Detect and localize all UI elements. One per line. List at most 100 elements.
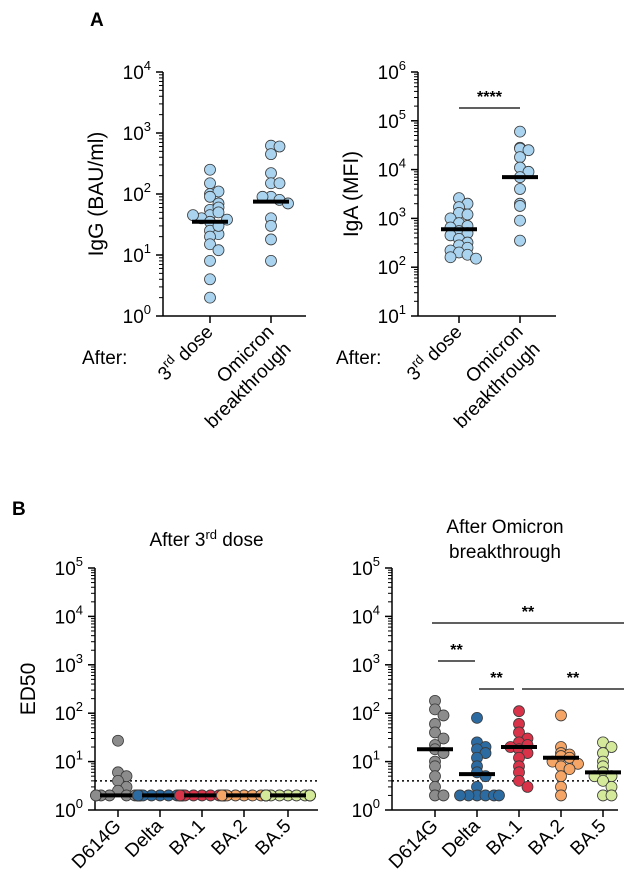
data-point [265,255,277,267]
chart-ed50-omicron: 100 101 102 103 104 105 After Omicron breakthro… [352,517,624,873]
x-category-label: Delta [121,815,168,862]
data-point [212,185,225,198]
y-tick-label: 103 [123,119,151,145]
y-tick-label: 103 [352,651,380,677]
data-point [304,789,316,802]
data-point [514,151,526,164]
y-tick-label: 101 [378,302,406,328]
data-point [90,789,102,802]
data-point [429,703,441,716]
y-tick-label: 101 [123,241,151,267]
chart-ed50-dose3: 100 101 102 103 104 105 ED50 After 3rd dose D614… [17,527,318,873]
data-point [521,781,534,793]
y-tick-label: 104 [378,156,406,182]
y-tick-label: 105 [378,107,406,133]
data-point [273,177,286,190]
y-tick-label: 102 [378,253,406,279]
data-point [265,233,277,246]
data-point [522,144,535,157]
data-point [204,190,216,203]
y-axis-title: ED50 [17,663,40,716]
data-point [555,789,567,802]
data-point [493,789,505,802]
data-point [514,234,526,247]
data-point [260,789,272,802]
data-point [454,789,466,802]
after-label-iga: After: [336,348,381,369]
x-category-label: 3rd dose [151,319,217,385]
data-point [265,167,277,180]
x-category-label: BA.5 [567,816,611,860]
y-tick-label: 100 [55,796,83,822]
y-tick-label: 106 [378,58,406,84]
data-point [444,251,457,264]
data-point [429,760,441,773]
x-category-label: BA.5 [252,816,296,860]
data-point [216,789,228,802]
data-point [555,770,567,783]
x-category-label: BA.2 [525,816,569,860]
y-tick-label: 102 [352,699,380,725]
x-category-label: BA.2 [208,816,252,860]
data-point [470,252,482,265]
data-point [605,789,618,802]
x-category-label: BA.1 [483,816,527,860]
y-tick-label: 101 [55,748,83,774]
y-tick-label: 104 [123,58,151,84]
y-tick-label: 104 [352,602,380,628]
y-tick-label: 102 [123,180,151,206]
y-tick-label: 104 [55,602,83,628]
data-point [204,177,216,190]
y-tick-label: 105 [352,554,380,580]
data-point [563,763,576,775]
data-point [514,200,526,212]
significance-label: ** [450,642,463,659]
x-category-label: 3rd dose [400,319,466,385]
significance-label: ** [567,670,580,687]
significance-label: ** [522,604,535,621]
data-point [514,125,526,138]
y-tick-label: 101 [352,748,380,774]
data-point [437,709,450,722]
chart-title: After 3rd dose [149,527,263,551]
data-point [555,709,567,722]
significance-label: **** [477,89,503,106]
data-point [437,732,450,745]
data-point [204,273,216,286]
x-category-label: BA.1 [166,816,210,860]
data-point [513,774,525,787]
data-point [429,726,441,739]
data-point [204,255,216,267]
y-tick-label: 100 [352,796,380,822]
y-tick-label: 103 [55,651,83,677]
data-point [514,214,526,227]
after-label-igg: After: [82,348,127,369]
y-tick-label: 102 [55,699,83,725]
data-point [513,705,525,718]
y-axis-title: IgG (BAU/ml) [85,132,108,257]
x-category-label: D614G [385,816,442,873]
data-point [132,789,144,802]
data-point [265,148,277,161]
data-point [429,770,441,783]
data-point [212,206,225,219]
data-point [273,140,286,153]
y-tick-label: 100 [123,302,151,328]
significance-label: ** [490,670,503,687]
y-tick-label: 105 [55,554,83,580]
data-point [514,183,526,195]
data-point [212,244,225,257]
y-axis-title: IgA (MFI) [340,151,363,237]
data-point [112,734,124,747]
data-point [597,774,609,787]
data-point [204,163,216,176]
x-category-label: Delta [438,815,485,862]
x-category-label: D614G [68,816,125,873]
data-point [471,711,483,724]
panel-a-letter: A [90,10,104,31]
data-point [204,291,216,304]
data-point [265,219,277,232]
